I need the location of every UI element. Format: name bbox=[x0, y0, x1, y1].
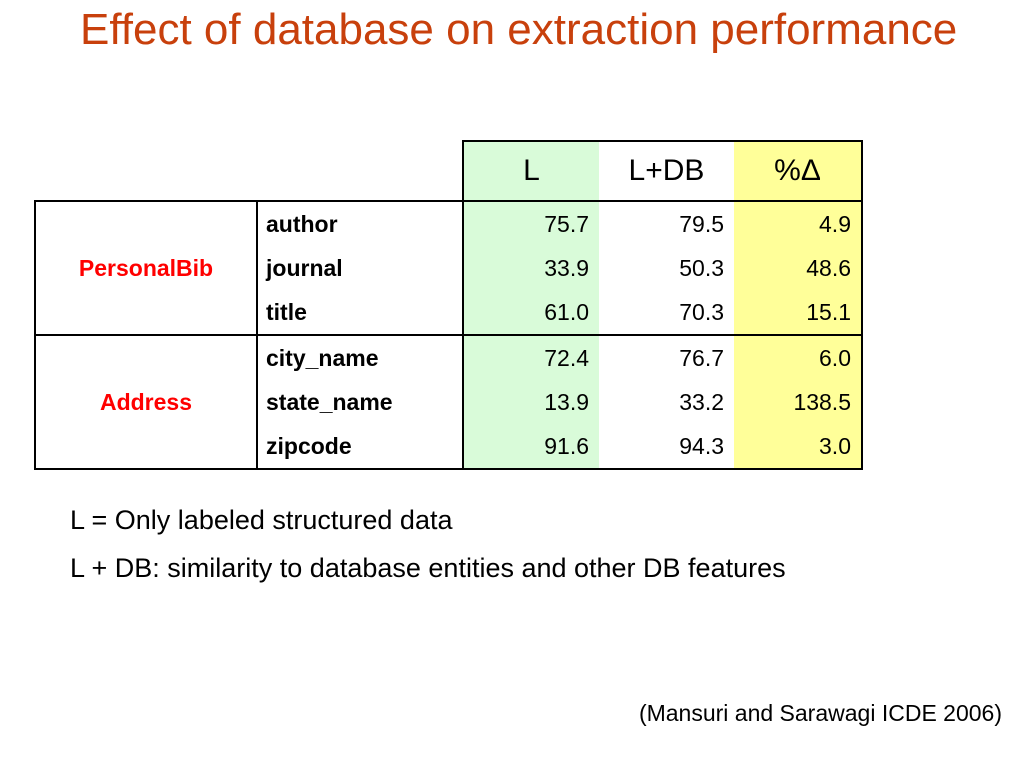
value-l: 33.9 bbox=[462, 246, 599, 290]
results-table: L L+DB %Δ PersonalBib author 75.7 79.5 4… bbox=[34, 140, 863, 470]
value-pct-delta: 4.9 bbox=[734, 200, 863, 246]
table-row: PersonalBib author 75.7 79.5 4.9 bbox=[34, 200, 863, 336]
header-l: L bbox=[462, 140, 599, 201]
header-pct-delta: %Δ bbox=[734, 140, 863, 201]
table-row: zipcode 91.6 94.3 3.0 bbox=[35, 424, 863, 470]
field-name: journal bbox=[256, 246, 463, 290]
value-l-db: 50.3 bbox=[599, 246, 734, 290]
table-row: Address city_name 72.4 76.7 6.0 bbox=[34, 334, 863, 470]
value-l-db: 70.3 bbox=[599, 290, 734, 335]
notes: L = Only labeled structured data L + DB:… bbox=[70, 500, 786, 596]
value-pct-delta: 6.0 bbox=[734, 334, 863, 380]
citation: (Mansuri and Sarawagi ICDE 2006) bbox=[638, 700, 1002, 726]
field-name: title bbox=[256, 290, 463, 335]
header-blank-cell bbox=[35, 141, 463, 201]
value-l: 13.9 bbox=[462, 380, 599, 424]
value-l: 75.7 bbox=[462, 200, 599, 246]
slide-title: Effect of database on extraction perform… bbox=[80, 5, 958, 54]
value-l: 61.0 bbox=[462, 290, 599, 335]
value-l-db: 79.5 bbox=[599, 200, 734, 246]
group-label-personalbib: PersonalBib bbox=[34, 200, 258, 336]
value-l-db: 76.7 bbox=[599, 334, 734, 380]
table-row: title 61.0 70.3 15.1 bbox=[35, 290, 863, 335]
table-row: state_name 13.9 33.2 138.5 bbox=[35, 380, 863, 424]
header-l-db: L+DB bbox=[599, 140, 734, 201]
field-name: state_name bbox=[256, 380, 463, 424]
note-l-definition: L = Only labeled structured data bbox=[70, 505, 453, 535]
value-l-db: 94.3 bbox=[599, 424, 734, 470]
field-name: author bbox=[256, 200, 463, 246]
field-name: zipcode bbox=[256, 424, 463, 470]
value-l: 72.4 bbox=[462, 334, 599, 380]
table-header-row: L L+DB %Δ bbox=[35, 140, 863, 201]
table-row: journal 33.9 50.3 48.6 bbox=[35, 246, 863, 290]
value-pct-delta: 15.1 bbox=[734, 290, 863, 335]
value-pct-delta: 3.0 bbox=[734, 424, 863, 470]
group-label-address: Address bbox=[34, 334, 258, 470]
note-l-db-definition: L + DB: similarity to database entities … bbox=[70, 553, 786, 583]
value-pct-delta: 138.5 bbox=[734, 380, 863, 424]
value-l: 91.6 bbox=[462, 424, 599, 470]
value-pct-delta: 48.6 bbox=[734, 246, 863, 290]
field-name: city_name bbox=[256, 334, 463, 380]
value-l-db: 33.2 bbox=[599, 380, 734, 424]
